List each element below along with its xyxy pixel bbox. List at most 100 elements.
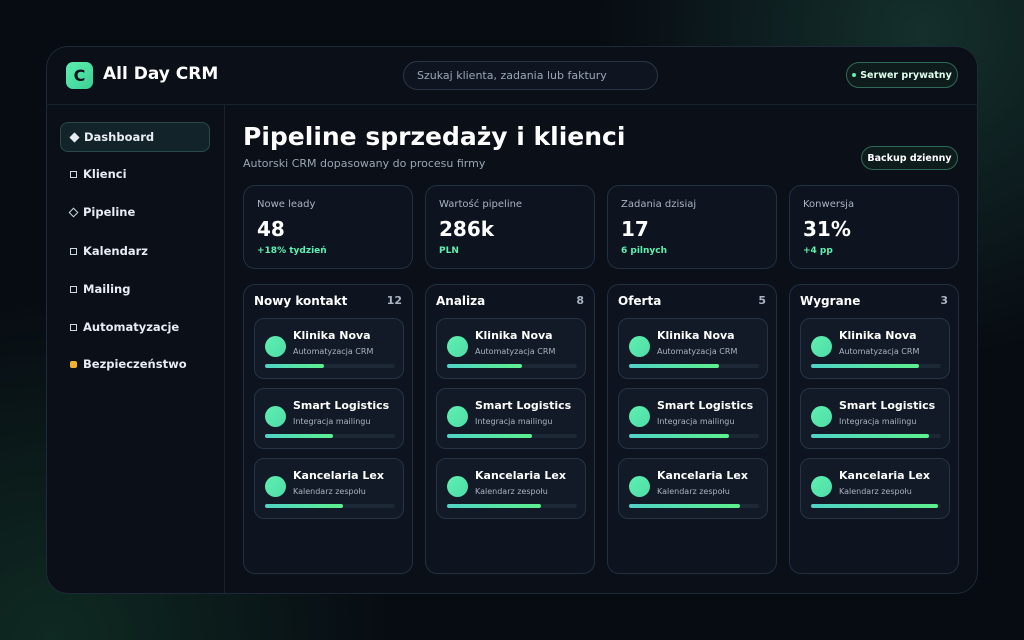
column-count: 12: [386, 294, 402, 307]
nav-icon: [70, 323, 77, 331]
deal-card[interactable]: Kancelaria Lex Kalendarz zespołu: [436, 458, 586, 519]
task: Kalendarz zespołu: [839, 487, 912, 496]
deal-card[interactable]: Smart Logistics Integracja mailingu: [436, 388, 586, 449]
task: Integracja mailingu: [293, 417, 371, 426]
server-text: Serwer prywatny: [860, 69, 952, 81]
stat-label: Wartość pipeline: [439, 199, 523, 210]
progress-bar: [447, 504, 541, 508]
sidebar-divider: [224, 105, 225, 593]
progress-track: [811, 504, 941, 508]
backup-button[interactable]: Backup dzienny: [861, 146, 958, 170]
pipeline-column: Wygrane 3 Klinika Nova Automatyzacja CRM Sma…: [789, 284, 959, 574]
progress-bar: [447, 364, 523, 368]
stat-label: Konwersja: [803, 199, 855, 210]
page-title: Pipeline sprzedaży i klienci: [243, 122, 626, 151]
pipeline-column: Analiza 8 Klinika Nova Automatyzacja CRM Sma…: [425, 284, 595, 574]
company: Smart Logistics: [293, 399, 390, 412]
nav-item[interactable]: Klienci: [60, 159, 210, 189]
task: Integracja mailingu: [839, 417, 917, 426]
progress-bar: [811, 504, 939, 508]
progress-bar: [447, 434, 532, 438]
avatar: [811, 476, 832, 497]
nav-item[interactable]: Pipeline: [60, 197, 210, 227]
progress-bar: [629, 364, 719, 368]
stat-value: 286k: [439, 217, 495, 241]
progress-bar: [811, 434, 930, 438]
progress-track: [447, 364, 577, 368]
deal-card[interactable]: Kancelaria Lex Kalendarz zespołu: [618, 458, 768, 519]
stat-note: +18% tydzień: [257, 246, 327, 256]
progress-track: [447, 504, 577, 508]
avatar: [447, 336, 468, 357]
stat-card: Zadania dzisiaj 17 6 pilnych: [607, 185, 777, 269]
progress-track: [265, 504, 395, 508]
avatar: [447, 406, 468, 427]
progress-bar: [811, 364, 919, 368]
nav-item[interactable]: Automatyzacje: [60, 312, 210, 342]
logo[interactable]: C: [66, 62, 93, 89]
column-name: Nowy kontakt: [254, 294, 348, 308]
deal-card[interactable]: Klinika Nova Automatyzacja CRM: [436, 318, 586, 379]
deal-card[interactable]: Smart Logistics Integracja mailingu: [254, 388, 404, 449]
nav-item[interactable]: Kalendarz: [60, 236, 210, 266]
progress-track: [629, 434, 759, 438]
progress-track: [265, 364, 395, 368]
deal-card[interactable]: Smart Logistics Integracja mailingu: [618, 388, 768, 449]
nav-icon: [70, 247, 77, 255]
avatar: [629, 476, 650, 497]
company: Smart Logistics: [657, 399, 754, 412]
progress-bar: [629, 434, 730, 438]
stat-value: 48: [257, 217, 285, 241]
progress-track: [629, 364, 759, 368]
nav-item[interactable]: Bezpieczeństwo: [60, 349, 210, 379]
avatar: [447, 476, 468, 497]
app-name: All Day CRM: [103, 64, 219, 84]
column-name: Oferta: [618, 294, 662, 308]
stat-card: Nowe leady 48 +18% tydzień: [243, 185, 413, 269]
server-badge[interactable]: Serwer prywatny: [846, 62, 958, 88]
deal-card[interactable]: Kancelaria Lex Kalendarz zespołu: [254, 458, 404, 519]
task: Kalendarz zespołu: [657, 487, 730, 496]
nav-label: Automatyzacje: [83, 320, 180, 334]
pipeline-column: Nowy kontakt 12 Klinika Nova Automatyzacja …: [243, 284, 413, 574]
progress-track: [265, 434, 395, 438]
search-placeholder: Szukaj klienta, zadania lub faktury: [417, 69, 607, 82]
header-divider: [46, 104, 978, 105]
stat-note: +4 pp: [803, 246, 833, 256]
task: Integracja mailingu: [657, 417, 735, 426]
avatar: [629, 336, 650, 357]
column-count: 3: [940, 294, 948, 307]
column-count: 8: [576, 294, 584, 307]
nav-label: Kalendarz: [83, 244, 148, 258]
deal-card[interactable]: Klinika Nova Automatyzacja CRM: [618, 318, 768, 379]
avatar: [265, 406, 286, 427]
page-subtitle: Autorski CRM dopasowany do procesu firmy: [243, 157, 486, 170]
deal-card[interactable]: Klinika Nova Automatyzacja CRM: [800, 318, 950, 379]
company: Kancelaria Lex: [657, 469, 748, 482]
nav-icon: [70, 360, 77, 368]
company: Kancelaria Lex: [475, 469, 566, 482]
company: Kancelaria Lex: [839, 469, 930, 482]
column-count: 5: [758, 294, 766, 307]
nav-label: Mailing: [83, 282, 131, 296]
deal-card[interactable]: Klinika Nova Automatyzacja CRM: [254, 318, 404, 379]
deal-card[interactable]: Kancelaria Lex Kalendarz zespołu: [800, 458, 950, 519]
company: Smart Logistics: [839, 399, 936, 412]
nav-item[interactable]: Mailing: [60, 274, 210, 304]
stat-label: Zadania dzisiaj: [621, 199, 697, 210]
column-name: Analiza: [436, 294, 486, 308]
stat-label: Nowe leady: [257, 199, 316, 210]
progress-track: [811, 364, 941, 368]
nav-item[interactable]: Dashboard: [60, 122, 210, 152]
deal-card[interactable]: Smart Logistics Integracja mailingu: [800, 388, 950, 449]
avatar: [265, 476, 286, 497]
avatar: [265, 336, 286, 357]
search-box[interactable]: Szukaj klienta, zadania lub faktury: [403, 61, 658, 90]
progress-track: [447, 434, 577, 438]
nav-icon: [69, 132, 80, 142]
progress-track: [629, 504, 759, 508]
stat-value: 17: [621, 217, 649, 241]
task: Automatyzacja CRM: [839, 347, 920, 356]
nav-icon: [70, 170, 77, 178]
